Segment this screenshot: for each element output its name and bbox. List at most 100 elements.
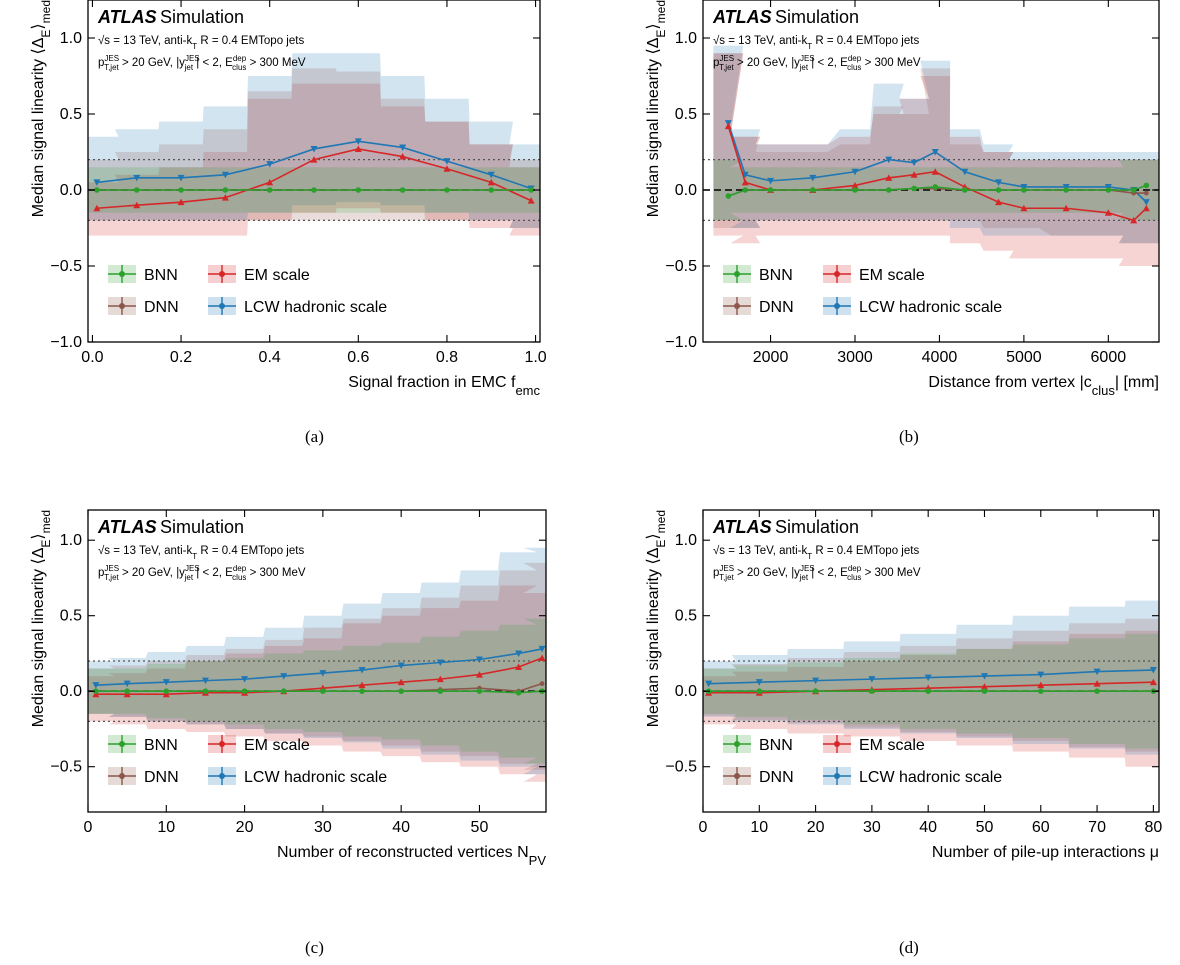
- point-em: [851, 181, 859, 189]
- y-tick-label: −0.5: [665, 258, 697, 275]
- point-bnn: [767, 187, 774, 193]
- legend-marker-em: [834, 271, 840, 277]
- band-em: [713, 53, 1159, 266]
- point-bnn: [1094, 688, 1100, 694]
- cut-line: pJES T,jet > 20 GeV, |yJES jet | < 2, Edep…: [98, 54, 306, 72]
- y-tick-label: 0.0: [675, 683, 697, 700]
- point-em: [93, 204, 101, 212]
- point-bnn: [241, 688, 248, 694]
- legend-marker-lcw: [219, 303, 225, 309]
- legend-marker-bnn: [119, 741, 125, 747]
- band-lcw: [88, 53, 540, 228]
- x-tick-label: 70: [1088, 819, 1106, 836]
- point-bnn: [476, 688, 483, 694]
- point-bnn: [398, 688, 404, 694]
- legend-label-bnn: BNN: [144, 737, 178, 754]
- x-tick-label: 0.8: [436, 349, 458, 366]
- point-bnn: [809, 187, 816, 193]
- point-bnn: [222, 187, 229, 193]
- point-bnn: [488, 187, 495, 193]
- point-bnn: [515, 689, 522, 696]
- x-axis-label: Distance from vertex |cclus| [mm]: [928, 374, 1159, 398]
- x-tick-label: 50: [976, 819, 994, 836]
- x-tick-label: 60: [1032, 819, 1050, 836]
- point-lcw: [310, 145, 318, 153]
- x-tick-label: 0.2: [170, 349, 192, 366]
- chart-a: 0.0 0.2 0.4 0.6 0.8 1.0 −1.0 −0.5 0.0 0.5 1.0 Signa…: [30, 0, 547, 398]
- point-em: [177, 198, 185, 206]
- point-bnn: [359, 688, 365, 694]
- point-lcw: [241, 676, 249, 683]
- point-em: [1037, 681, 1045, 689]
- axes-frame: [702, 0, 1160, 343]
- y-tick-label: 0.0: [675, 182, 697, 199]
- y-tick-label: 1.0: [60, 30, 82, 47]
- point-em: [310, 156, 318, 163]
- panel-a: 0.0 0.2 0.4 0.6 0.8 1.0 −1.0 −0.5 0.0 0.5 1.0 Signa…: [0, 0, 590, 420]
- point-lcw: [885, 156, 893, 164]
- point-bnn: [925, 688, 931, 694]
- point-lcw: [319, 670, 327, 677]
- y-tick-label: 1.0: [675, 532, 697, 549]
- point-em: [358, 681, 366, 689]
- band-em: [88, 585, 546, 782]
- point-lcw: [123, 680, 131, 688]
- point-lcw: [280, 673, 288, 680]
- point-em: [885, 174, 893, 181]
- x-tick-label: 0: [84, 819, 93, 836]
- point-lcw: [436, 659, 444, 667]
- x-tick-label: 5000: [1006, 349, 1042, 366]
- x-tick-label: 30: [863, 819, 881, 836]
- legend-marker-em: [834, 741, 840, 747]
- point-lcw: [809, 174, 817, 182]
- point-bnn: [266, 187, 273, 193]
- point-em: [995, 198, 1003, 206]
- point-em: [1149, 678, 1157, 686]
- panel-c: 0 10 20 30 40 50 −0.5 0.0 0.5 1.0 Number of recons…: [0, 490, 590, 910]
- legend-marker-bnn: [734, 741, 740, 747]
- x-tick-label: 4000: [922, 349, 958, 366]
- simulation-label: Simulation: [160, 517, 244, 537]
- point-lcw: [1149, 667, 1157, 674]
- caption-c: (c): [305, 938, 324, 957]
- legend-label-bnn: BNN: [144, 267, 178, 284]
- point-lcw: [177, 174, 185, 182]
- y-tick-label: 0.0: [60, 182, 82, 199]
- point-bnn: [280, 688, 287, 694]
- y-axis-label: Median signal linearity ⟨ΔE⟩med: [645, 510, 668, 727]
- point-bnn: [320, 688, 326, 694]
- point-em: [443, 165, 451, 172]
- energy-line: √s = 13 TeV, anti-kT R = 0.4 EMTopo jets: [713, 544, 919, 561]
- point-lcw: [980, 673, 988, 680]
- legend-label-em: EM scale: [859, 267, 925, 284]
- legend-marker-em: [219, 271, 225, 277]
- point-em: [266, 178, 274, 186]
- point-em: [1130, 216, 1138, 224]
- point-dnn: [1143, 190, 1149, 196]
- point-em: [354, 145, 362, 152]
- x-tick-label: 0.6: [347, 349, 369, 366]
- point-lcw: [868, 676, 876, 683]
- y-tick-label: −0.5: [50, 759, 82, 776]
- x-tick-label: 40: [919, 819, 937, 836]
- point-bnn: [93, 688, 99, 694]
- point-bnn: [852, 187, 858, 193]
- point-bnn: [444, 187, 450, 193]
- y-tick-label: 0.0: [60, 683, 82, 700]
- point-bnn: [1143, 182, 1150, 189]
- energy-line: √s = 13 TeV, anti-kT R = 0.4 EMTopo jets: [98, 544, 304, 561]
- point-lcw: [475, 656, 483, 663]
- point-bnn: [911, 185, 917, 192]
- y-tick-label: −1.0: [50, 334, 82, 351]
- x-axis-label: Signal fraction in EMC femc: [348, 374, 540, 398]
- point-bnn: [311, 187, 317, 193]
- y-tick-label: 1.0: [675, 30, 697, 47]
- point-em: [221, 194, 229, 201]
- x-tick-label: 6000: [1091, 349, 1127, 366]
- plot-area: [703, 600, 1159, 767]
- point-bnn: [355, 187, 362, 193]
- x-axis-label: Number of pile-up interactions μ: [932, 844, 1159, 861]
- x-axis-label: Number of reconstructed vertices NPV: [277, 844, 546, 868]
- y-tick-label: 0.5: [675, 608, 697, 625]
- caption-a: (a): [305, 427, 324, 446]
